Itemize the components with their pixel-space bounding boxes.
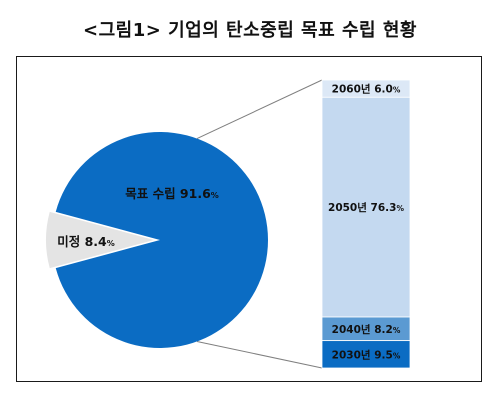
pie-label-target-set: 목표 수립 91.6% <box>125 186 219 201</box>
bar-label-2050: 2050년 76.3% <box>328 201 404 214</box>
pie-label-unit: % <box>107 239 115 248</box>
chart-title: <그림1> 기업의 탄소중립 목표 수립 현황 <box>83 20 417 41</box>
connector-line-bottom <box>196 340 323 369</box>
bar-segment-2050 <box>321 96 411 318</box>
bar-label-unit: % <box>393 326 401 335</box>
pie-label-unit: % <box>211 191 219 200</box>
bar-label-text: 2060년 6.0 <box>332 83 393 96</box>
bar-label-2060: 2060년 6.0% <box>332 83 401 96</box>
connector-line-top <box>196 79 323 140</box>
bar-label-text: 2040년 8.2 <box>332 323 393 336</box>
bar-label-text: 2030년 9.5 <box>332 348 393 361</box>
pie-slice-target-set <box>55 132 268 349</box>
pie-label-text: 목표 수립 91.6 <box>125 186 211 201</box>
bar-label-text: 2050년 76.3 <box>328 201 396 214</box>
chart-frame <box>16 56 482 382</box>
pie-label-text: 미정 8.4 <box>57 234 107 249</box>
bar-label-unit: % <box>393 351 401 360</box>
stacked-bar <box>321 79 411 369</box>
bar-label-2040: 2040년 8.2% <box>332 323 401 336</box>
bar-segment-2030 <box>321 340 411 369</box>
bar-label-unit: % <box>393 86 401 95</box>
pie-slice-undecided <box>46 211 155 269</box>
connector-lines <box>196 79 323 369</box>
data-labels: 2060년 6.0%2050년 76.3%2040년 8.2%2030년 9.5… <box>57 83 404 362</box>
bar-label-2030: 2030년 9.5% <box>332 348 401 361</box>
bar-label-unit: % <box>396 204 404 213</box>
pie <box>46 132 268 349</box>
pie-label-undecided: 미정 8.4% <box>57 234 115 249</box>
